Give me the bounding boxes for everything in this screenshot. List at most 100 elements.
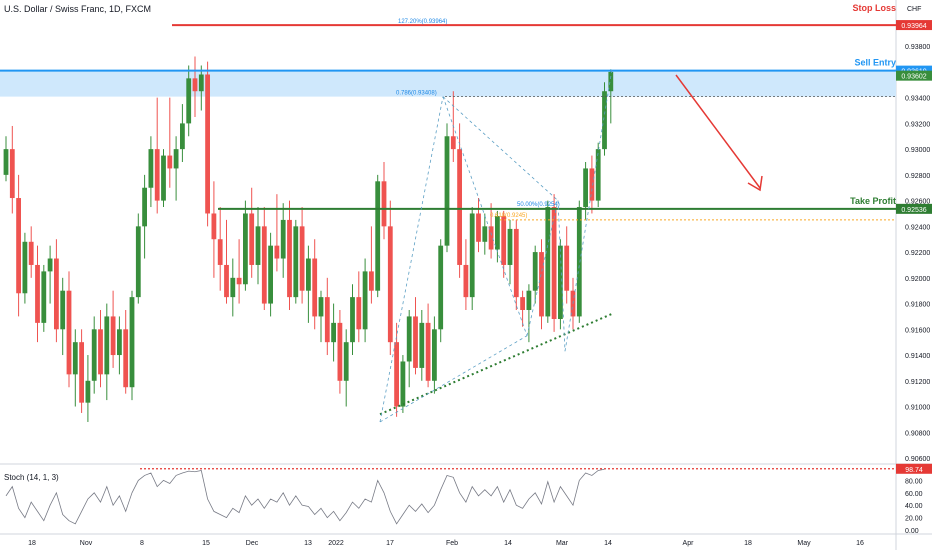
candle-body	[337, 322, 343, 381]
price-badge	[896, 203, 932, 214]
candle-body	[287, 219, 292, 298]
price-tick-label: 0.92000	[905, 276, 930, 283]
fib-1272-label: 127.20%(0.93964)	[398, 19, 447, 25]
candle-body	[501, 216, 507, 265]
candle-body	[507, 228, 513, 265]
candle-body	[495, 216, 500, 250]
candle-body	[369, 271, 374, 291]
candle-body	[539, 252, 544, 317]
candle-body	[419, 322, 425, 368]
time-tick-label: 18	[744, 540, 752, 547]
candle-body	[28, 241, 34, 265]
candle-body	[129, 297, 135, 388]
price-badge	[896, 20, 932, 31]
price-tick-label: 0.91000	[905, 405, 930, 412]
sell-entry-label: Sell Entry	[854, 58, 896, 68]
price-tick-label: 0.91200	[905, 379, 930, 386]
price-badge-text: 0.93602	[901, 74, 926, 81]
candle-body	[362, 271, 368, 330]
price-tick-label: 0.92200	[905, 250, 930, 257]
candle-body	[444, 136, 450, 246]
price-tick-label: 0.90600	[905, 456, 930, 463]
candle-body	[463, 264, 469, 298]
candle-body	[3, 149, 9, 175]
candle-body	[154, 149, 160, 201]
stoch-tick-label: 60.00	[905, 491, 923, 498]
candle-body	[123, 329, 129, 388]
candle-body	[551, 207, 557, 320]
fib-618-label: 0.618(0.9245)	[490, 213, 527, 219]
candle-body	[513, 228, 519, 298]
stoch-line	[5, 468, 605, 525]
time-tick-label: May	[797, 540, 811, 547]
candle-body	[148, 149, 154, 188]
candle-body	[85, 380, 91, 403]
trendline	[379, 312, 613, 416]
candle-body	[91, 329, 97, 381]
candle-body	[312, 258, 318, 317]
time-tick-label: 16	[856, 540, 864, 547]
price-tick-label: 0.90800	[905, 430, 930, 437]
candle-body	[261, 226, 267, 304]
candle-body	[180, 123, 185, 150]
time-tick-label: Nov	[80, 540, 93, 547]
candle-body	[482, 226, 488, 242]
candle-body	[104, 316, 110, 375]
sell-arrow-head	[747, 175, 763, 192]
time-tick-label: 8	[140, 540, 144, 547]
candle-body	[299, 226, 305, 291]
pattern-line	[379, 96, 444, 423]
candle-body	[400, 361, 406, 407]
candle-body	[520, 297, 525, 310]
stoch-tick-label: 80.00	[905, 478, 923, 485]
stoch-tick-label: 40.00	[905, 503, 923, 510]
stop-loss-label: Stop Loss	[852, 3, 896, 13]
candle-body	[457, 149, 462, 265]
candle-body	[110, 316, 116, 356]
time-tick-label: 13	[304, 540, 312, 547]
time-tick-label: 18	[28, 540, 36, 547]
candle-body	[432, 329, 437, 381]
candle-body	[217, 239, 223, 265]
chart-title: U.S. Dollar / Swiss Franc, 1D, FXCM	[4, 4, 152, 14]
candle-body	[583, 168, 588, 208]
candle-body	[16, 198, 21, 294]
candle-body	[192, 78, 198, 92]
pattern-line	[564, 69, 613, 352]
price-tick-label: 0.91600	[905, 327, 930, 334]
candle-body	[387, 226, 393, 343]
sell-zone	[0, 70, 896, 97]
candle-body	[198, 74, 204, 92]
candle-body	[375, 181, 381, 291]
candle-body	[532, 252, 538, 291]
candle-body	[35, 264, 40, 323]
candle-body	[306, 258, 311, 291]
candle-body	[608, 71, 614, 92]
candle-body	[394, 342, 399, 407]
price-badge-text: 0.92536	[901, 207, 926, 214]
candle-body	[343, 342, 349, 381]
pattern-line	[379, 335, 528, 423]
candle-body	[72, 342, 78, 375]
candle-body	[167, 155, 173, 169]
candle-body	[9, 149, 15, 199]
time-tick-label: Apr	[683, 540, 695, 547]
candle-body	[60, 290, 66, 330]
candle-body	[79, 342, 84, 403]
candle-body	[54, 258, 59, 330]
sell-arrow-line	[675, 74, 761, 189]
price-tick-label: 0.93200	[905, 121, 930, 128]
candle-body	[469, 213, 475, 298]
candle-body	[274, 245, 280, 259]
price-tick-label: 0.93800	[905, 44, 930, 51]
price-tick-label: 0.91400	[905, 353, 930, 360]
price-badge	[896, 70, 932, 81]
candle-body	[98, 329, 103, 375]
price-tick-label: 0.92400	[905, 224, 930, 231]
candle-body	[135, 226, 141, 298]
candle-body	[356, 297, 362, 330]
candle-body	[205, 74, 210, 214]
candle-body	[476, 213, 481, 242]
